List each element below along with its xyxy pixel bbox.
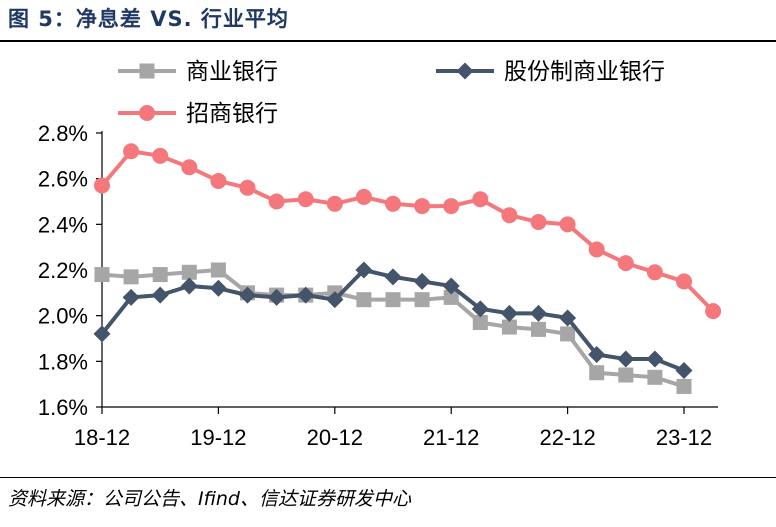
data-point	[471, 300, 489, 318]
data-point	[646, 264, 663, 281]
data-point	[676, 273, 692, 290]
data-point	[617, 255, 634, 272]
title-divider	[0, 40, 776, 42]
source-note: 资料来源：公司公告、Ifind、信达证券研发中心	[8, 488, 411, 510]
y-tick-label: 2.0%	[38, 304, 88, 329]
data-point	[705, 303, 722, 320]
data-point	[239, 286, 256, 304]
data-point	[442, 277, 460, 295]
data-point	[326, 195, 343, 212]
data-point	[501, 207, 518, 224]
data-point	[93, 325, 111, 343]
legend-label: 招商银行	[186, 101, 278, 127]
legend-swatch-marker	[139, 105, 155, 121]
data-point	[355, 261, 373, 279]
data-point	[559, 309, 577, 327]
data-point	[501, 319, 517, 335]
series-square	[94, 262, 692, 394]
series-diamond	[93, 261, 693, 379]
data-point	[268, 193, 285, 210]
data-point	[413, 272, 431, 290]
data-point	[472, 315, 488, 331]
y-tick-label: 1.6%	[38, 395, 88, 420]
data-point	[151, 286, 169, 304]
data-point	[384, 268, 402, 286]
legend-item: 招商银行	[118, 101, 278, 127]
data-point	[675, 361, 693, 379]
data-point	[210, 262, 226, 278]
data-point	[94, 267, 110, 283]
data-point	[123, 269, 139, 285]
data-point	[181, 264, 197, 280]
data-point	[647, 369, 663, 385]
x-tick-label: 22-12	[539, 425, 595, 450]
plot-area	[93, 143, 722, 394]
data-point	[414, 292, 430, 308]
figure-title: 图 5：净息差 VS. 行业平均	[8, 7, 289, 31]
data-point	[239, 179, 256, 196]
data-point	[530, 304, 547, 322]
data-point	[181, 159, 198, 176]
data-point	[618, 367, 634, 383]
data-point	[676, 378, 692, 394]
data-point	[617, 350, 635, 368]
data-point	[123, 143, 140, 160]
data-point	[152, 267, 168, 283]
data-point	[385, 292, 401, 308]
data-point	[152, 147, 169, 164]
data-point	[268, 288, 286, 306]
data-point	[646, 350, 664, 368]
y-tick-label: 2.4%	[38, 212, 88, 237]
data-point	[589, 365, 605, 381]
y-tick-label: 2.8%	[38, 121, 88, 146]
x-tick-label: 23-12	[656, 425, 712, 450]
data-point	[385, 195, 401, 212]
data-point	[588, 345, 606, 363]
data-point	[414, 198, 431, 215]
y-tick-label: 2.2%	[38, 258, 88, 283]
data-point	[530, 214, 547, 231]
data-point	[588, 241, 605, 258]
data-point	[560, 326, 576, 342]
data-point	[531, 321, 546, 337]
data-point	[297, 286, 315, 304]
data-point	[326, 291, 344, 309]
x-tick-label: 18-12	[74, 425, 130, 450]
legend-swatch-marker	[139, 63, 155, 79]
data-point	[356, 292, 372, 308]
series-circle	[94, 143, 722, 320]
data-point	[443, 198, 460, 215]
x-tick-label: 21-12	[423, 425, 479, 450]
legend-label: 商业银行	[186, 59, 278, 85]
data-point	[472, 191, 489, 208]
data-point	[500, 304, 518, 322]
data-point	[355, 188, 372, 205]
source-divider	[0, 477, 776, 478]
x-tick-label: 19-12	[190, 425, 246, 450]
data-point	[94, 177, 110, 194]
series-line	[100, 149, 715, 313]
y-tick-label: 1.8%	[38, 349, 88, 374]
data-point	[559, 216, 576, 233]
legend-swatch-marker	[456, 62, 474, 80]
data-point	[180, 277, 198, 295]
legend-item: 商业银行	[118, 59, 278, 85]
data-point	[210, 172, 227, 189]
y-tick-label: 2.6%	[38, 167, 88, 192]
legend-label: 股份制商业银行	[504, 59, 665, 85]
data-point	[122, 288, 140, 306]
x-tick-label: 20-12	[307, 425, 363, 450]
legend-item: 股份制商业银行	[436, 59, 665, 85]
data-point	[297, 191, 314, 208]
data-point	[209, 279, 227, 297]
data-point	[443, 289, 459, 305]
chart-axes: 1.6% 1.8% 2.0% 2.2% 2.4% 2.6% 2.8% 18-12 19-12 20…	[38, 121, 718, 450]
